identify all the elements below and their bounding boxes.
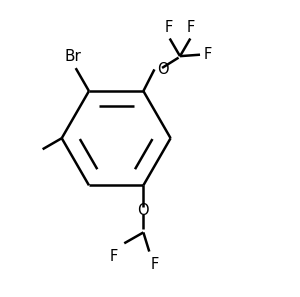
Text: O: O	[138, 203, 149, 218]
Text: F: F	[110, 249, 118, 264]
Text: F: F	[151, 257, 159, 272]
Text: F: F	[204, 47, 212, 62]
Text: F: F	[187, 20, 195, 35]
Text: F: F	[165, 20, 173, 35]
Text: Br: Br	[64, 49, 81, 64]
Text: O: O	[157, 62, 169, 77]
